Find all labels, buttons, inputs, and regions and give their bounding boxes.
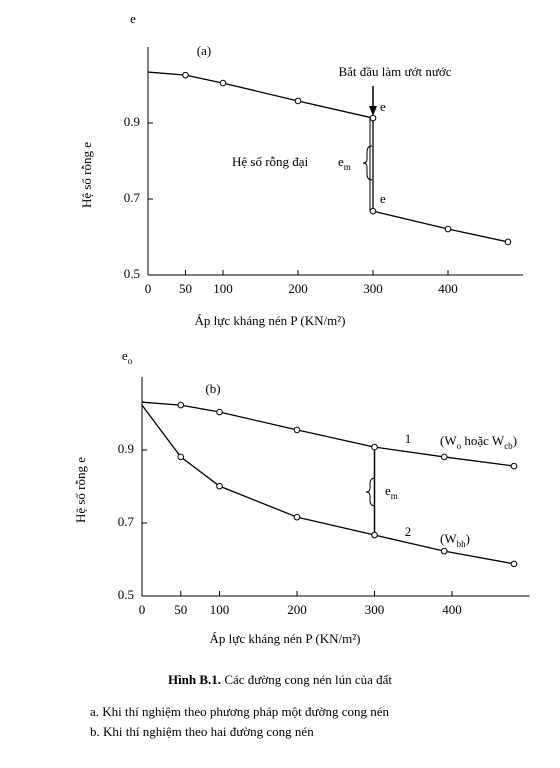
point xyxy=(369,114,377,122)
axis-symbol-part: o xyxy=(128,356,133,366)
panel-label: (a) xyxy=(197,43,211,58)
x-tick-label: 400 xyxy=(442,602,462,617)
annotation: Bắt đầu làm ướt nước xyxy=(338,64,451,79)
point xyxy=(294,97,302,105)
annotation-part: 2 xyxy=(405,524,412,539)
note: a. Khi thí nghiệm theo phương pháp một đ… xyxy=(90,704,389,719)
point xyxy=(440,453,448,461)
x-tick-label: 50 xyxy=(174,602,187,617)
point xyxy=(369,207,377,215)
annotation-part: o xyxy=(457,441,462,451)
axis-symbol-part: e xyxy=(130,11,136,26)
axis-symbol-part: e xyxy=(122,348,128,363)
annotation-part: 1 xyxy=(405,431,412,446)
point xyxy=(177,453,185,461)
annotation-part: e xyxy=(380,99,386,114)
point xyxy=(504,238,512,246)
y-axis-label: Hệ số rỗng e xyxy=(79,142,94,208)
note: b. Khi thí nghiệm theo hai đường cong né… xyxy=(90,724,314,739)
caption-label: Hình B.1. xyxy=(168,672,221,687)
arrow-head xyxy=(369,106,377,116)
x-tick-label: 200 xyxy=(287,602,307,617)
brace xyxy=(365,477,376,507)
annotation: Hệ số rỗng đại xyxy=(232,154,309,169)
annotation-part: m xyxy=(391,491,398,501)
annotation-part: m xyxy=(344,162,351,172)
point xyxy=(444,225,452,233)
x-tick-label: 50 xyxy=(179,281,192,296)
annotation-part: (W xyxy=(440,531,457,546)
point xyxy=(510,462,518,470)
annotation: em xyxy=(338,154,351,172)
x-axis-label: Áp lực kháng nén P (KN/m²) xyxy=(195,313,346,328)
point xyxy=(293,426,301,434)
y-tick-label: 0.7 xyxy=(118,514,135,529)
annotation-part: ) xyxy=(466,531,470,546)
annotation-part: bh xyxy=(457,539,467,549)
annotation: (Wo hoặc Wcb) xyxy=(440,433,517,451)
point xyxy=(182,71,189,79)
y-tick-label: 0.9 xyxy=(118,441,134,456)
x-tick-label: 300 xyxy=(365,602,385,617)
y-axis-label: Hệ số rỗng e xyxy=(73,457,88,523)
annotation-part: cb xyxy=(504,441,513,451)
annotation-part: e xyxy=(338,154,344,169)
point xyxy=(216,482,223,490)
y-tick-label: 0.7 xyxy=(124,190,141,205)
x-tick-label: 400 xyxy=(438,281,458,296)
caption: Hình B.1. Các đường cong nén lún của đất xyxy=(168,672,392,687)
brace xyxy=(362,145,373,181)
annotation: 2 xyxy=(405,524,412,539)
x-tick-label: 200 xyxy=(288,281,308,296)
point xyxy=(177,401,185,409)
x-tick-label: 0 xyxy=(145,281,152,296)
x-tick-label: 100 xyxy=(210,602,230,617)
point xyxy=(371,531,378,539)
annotation: (Wbh) xyxy=(440,531,470,549)
x-tick-label: 0 xyxy=(139,602,146,617)
annotation-part: ) xyxy=(513,433,517,448)
point xyxy=(293,513,301,521)
annotation-part: Hệ số rỗng đại xyxy=(232,154,309,169)
annotation-part: (W xyxy=(440,433,457,448)
annotation-part: hoặc W xyxy=(461,433,505,448)
annotation-part: e xyxy=(380,191,386,206)
annotation: 1 xyxy=(405,431,412,446)
x-tick-label: 100 xyxy=(213,281,233,296)
annotation: e xyxy=(380,191,386,206)
x-axis-label: Áp lực kháng nén P (KN/m²) xyxy=(210,631,361,646)
annotation-part: Bắt đầu làm ướt nước xyxy=(338,64,451,79)
axis-symbol: e xyxy=(130,11,136,26)
curve xyxy=(147,71,509,243)
y-tick-label: 0.5 xyxy=(124,266,140,281)
curve xyxy=(141,401,515,467)
point xyxy=(510,560,518,568)
annotation-part: e xyxy=(385,483,391,498)
point xyxy=(440,547,448,555)
y-tick-label: 0.5 xyxy=(118,587,134,602)
x-tick-label: 300 xyxy=(363,281,383,296)
point xyxy=(371,443,378,451)
point xyxy=(216,408,223,416)
annotation: em xyxy=(385,483,398,501)
point xyxy=(219,79,227,87)
annotation: e xyxy=(380,99,386,114)
panel-label: (b) xyxy=(205,381,220,396)
axis-symbol: eo xyxy=(122,348,133,366)
caption-text: Các đường cong nén lún của đất xyxy=(224,672,392,687)
y-tick-label: 0.9 xyxy=(124,114,140,129)
